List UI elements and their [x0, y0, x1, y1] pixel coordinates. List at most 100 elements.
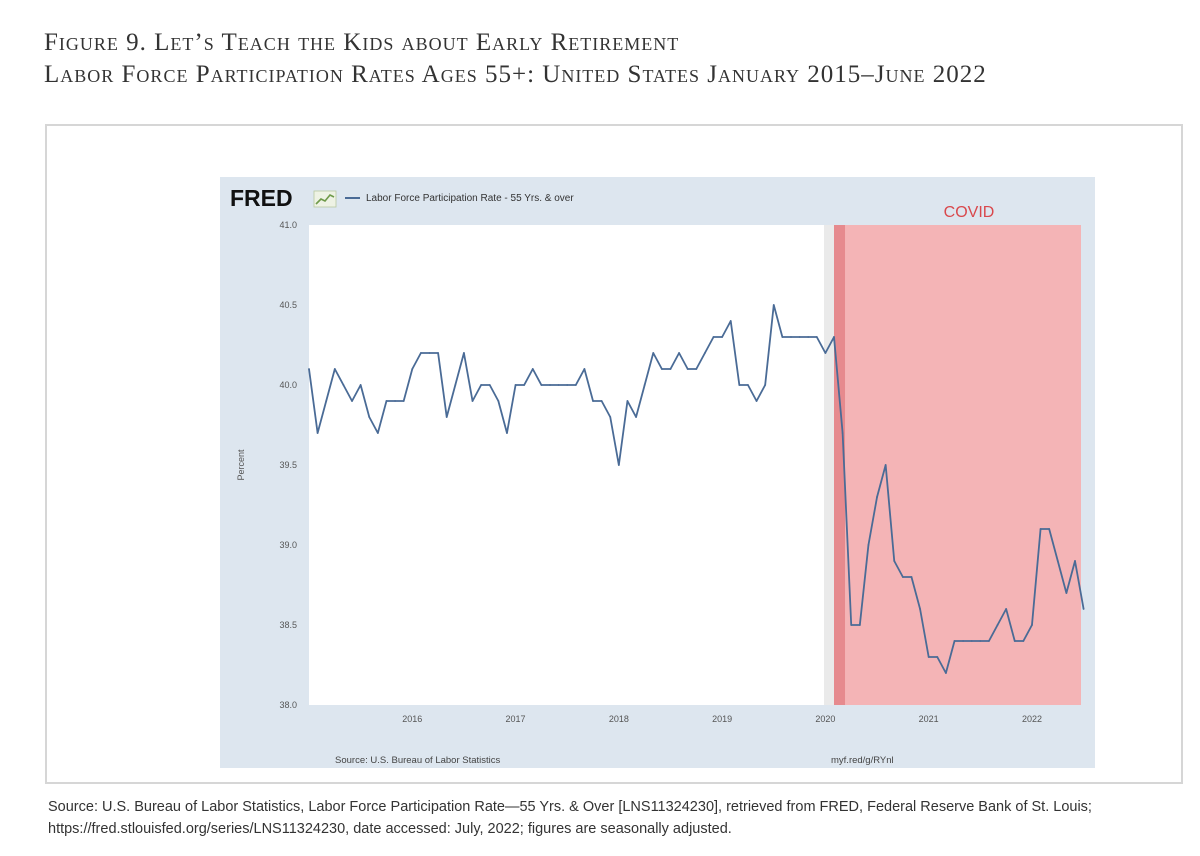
x-tick-label: 2016	[402, 714, 422, 724]
data-point	[308, 368, 310, 370]
data-point	[480, 384, 483, 386]
data-point	[1074, 560, 1076, 562]
source-note: Source: U.S. Bureau of Labor Statistics,…	[48, 799, 1092, 837]
x-tick-label: 2017	[506, 714, 526, 724]
fred-chart-icon	[313, 190, 337, 208]
data-point	[652, 352, 655, 354]
data-point	[988, 640, 990, 642]
data-point	[824, 352, 827, 354]
chart-svg: 38.0 38.5 39.0 39.5 40.0 40.5 41.0 2016 2017 2018…	[220, 177, 1095, 768]
y-tick-label: 38.0	[279, 700, 297, 710]
data-point	[747, 384, 749, 386]
data-point	[376, 432, 379, 434]
data-point	[867, 544, 870, 546]
data-point	[858, 624, 861, 626]
data-point	[351, 400, 353, 402]
data-point	[695, 368, 698, 370]
data-point	[531, 368, 534, 370]
data-point	[583, 368, 586, 370]
data-point	[1031, 624, 1033, 626]
data-point	[678, 352, 680, 354]
data-point	[488, 384, 491, 386]
data-point	[566, 384, 569, 386]
data-point	[1065, 592, 1068, 594]
data-point	[901, 576, 904, 578]
data-point	[316, 432, 319, 434]
y-tick-label: 41.0	[279, 220, 297, 230]
chart-source-footer: Source: U.S. Bureau of Labor Statistics	[335, 755, 501, 766]
data-point	[359, 384, 362, 386]
data-point	[669, 368, 672, 370]
data-point	[1048, 528, 1051, 530]
data-point	[497, 400, 500, 402]
data-point	[1082, 608, 1085, 610]
data-point	[617, 464, 620, 466]
data-point	[1013, 640, 1016, 642]
y-tick-label: 38.5	[279, 620, 297, 630]
data-point	[1056, 560, 1059, 562]
data-point	[807, 336, 810, 338]
data-point	[419, 352, 422, 354]
data-point	[712, 336, 715, 338]
data-point	[721, 336, 724, 338]
data-point	[1005, 608, 1008, 610]
data-point	[643, 384, 646, 386]
x-tick-label: 2018	[609, 714, 629, 724]
data-point	[635, 416, 637, 418]
covid-region-edge	[834, 225, 846, 705]
data-point	[781, 336, 784, 338]
data-point	[790, 336, 792, 338]
data-point	[884, 464, 887, 466]
axes: 38.0 38.5 39.0 39.5 40.0 40.5 41.0 2016 2017 2018…	[279, 220, 1042, 724]
chart-short-url: myf.red/g/RYnl	[831, 755, 894, 766]
data-point	[755, 400, 758, 402]
y-tick-label: 39.0	[279, 540, 297, 550]
data-point	[454, 384, 457, 386]
data-point	[936, 656, 939, 658]
data-point	[927, 656, 930, 658]
y-tick-label: 40.5	[279, 300, 297, 310]
fred-logo-text: FRED	[230, 185, 293, 211]
data-point	[798, 336, 801, 338]
figure-title: Figure 9. Let’s Teach the Kids about Ear…	[44, 29, 680, 56]
data-point	[738, 384, 741, 386]
data-point	[411, 368, 414, 370]
data-point	[833, 336, 835, 338]
data-point	[325, 400, 328, 402]
data-point	[385, 400, 388, 402]
data-point	[1022, 640, 1025, 642]
data-point	[893, 560, 896, 562]
data-point	[962, 640, 965, 642]
data-point	[910, 576, 913, 578]
data-point	[574, 384, 577, 386]
x-tick-label: 2021	[919, 714, 939, 724]
data-point	[953, 640, 956, 642]
data-point	[506, 432, 508, 434]
data-point	[772, 304, 775, 306]
data-point	[342, 384, 345, 386]
figure-subtitle: Labor Force Participation Rates Ages 55+…	[44, 61, 987, 88]
data-point	[876, 496, 878, 498]
data-point	[815, 336, 818, 338]
y-tick-label: 40.0	[279, 380, 297, 390]
data-point	[463, 352, 465, 354]
data-point	[437, 352, 440, 354]
legend-label: Labor Force Participation Rate - 55 Yrs.…	[366, 193, 574, 204]
data-point	[394, 400, 396, 402]
data-point	[549, 384, 551, 386]
x-tick-label: 2019	[712, 714, 732, 724]
data-point	[764, 384, 767, 386]
data-point	[471, 400, 474, 402]
data-point	[729, 320, 732, 322]
data-point	[704, 352, 706, 354]
data-point	[600, 400, 603, 402]
x-tick-label: 2020	[815, 714, 835, 724]
y-tick-label: 39.5	[279, 460, 297, 470]
data-point	[368, 416, 371, 418]
data-point	[557, 384, 560, 386]
series-layer	[308, 304, 1085, 674]
data-point	[660, 368, 663, 370]
data-point	[944, 672, 947, 674]
data-point	[540, 384, 543, 386]
data-point	[402, 400, 405, 402]
